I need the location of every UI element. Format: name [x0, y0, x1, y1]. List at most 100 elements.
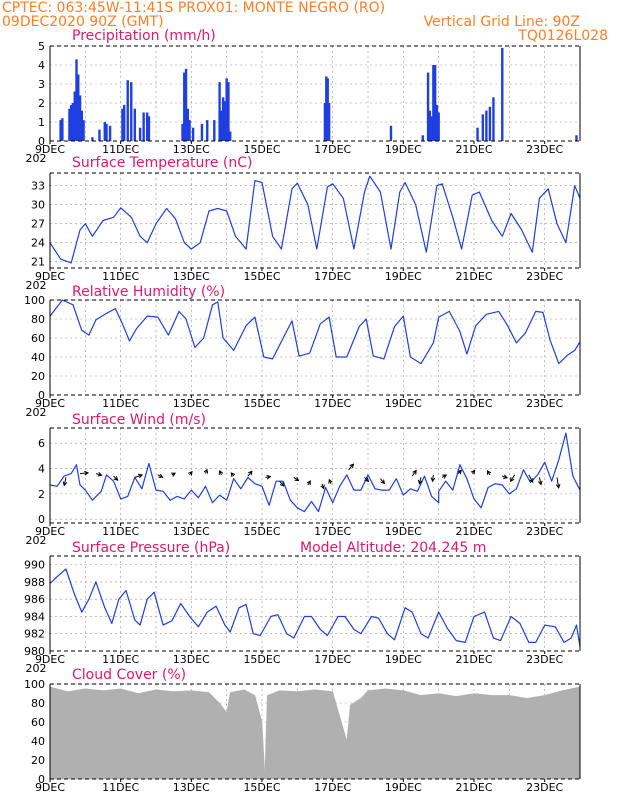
temp-ytick-label: 21 [31, 256, 45, 269]
pres-panel: 980 982 984 986 988 990 9DEC 11DEC 13DEC 15DEC 17D… [24, 555, 581, 675]
cloud-ytick-label: 80 [31, 697, 45, 710]
precip-bar [488, 106, 492, 141]
precip-bar [80, 110, 83, 141]
rh-ytick-label: 80 [31, 313, 45, 326]
cloud-ytick-label: 20 [31, 754, 45, 767]
temp-ytick-label: 33 [31, 180, 45, 193]
precip-ytick-label: 1 [38, 116, 45, 129]
wind-arrowhead [457, 469, 463, 475]
wind-ytick-label: 6 [38, 437, 45, 450]
precip-xtick-label: 17DEC [314, 143, 351, 156]
wind-title: Surface Wind (m/s) [72, 412, 206, 428]
wind-arrowhead [294, 476, 300, 482]
pres-xtick-label: 21DEC [455, 653, 492, 666]
temp-xtick-label: 17DEC [314, 270, 351, 283]
wind-arrowhead [364, 477, 370, 483]
temp-ytick-label: 30 [31, 199, 45, 212]
precip-xtick-label: 19DEC [385, 143, 422, 156]
precip-bar [78, 95, 82, 141]
precip-bar [428, 110, 432, 141]
precip-bar [218, 82, 221, 141]
pres-ytick-label: 984 [24, 610, 45, 623]
rh-ytick-label: 60 [31, 332, 45, 345]
precip-bar [223, 101, 227, 141]
precip-bar [227, 82, 230, 141]
pres-xtick-label: 17DEC [314, 653, 351, 666]
wind-xtick-label: 15DEC [243, 525, 280, 538]
precip-xtick-label: 9DEC [35, 143, 65, 156]
precip-xtick-label: 11DEC [102, 143, 139, 156]
precip-bar [121, 108, 124, 141]
pres-xtick-label: 19DEC [385, 653, 422, 666]
precip-bar [73, 91, 76, 141]
pres-title: Surface Pressure (hPa) [72, 540, 231, 556]
cloud-xtick-label: 23DEC [526, 781, 563, 794]
pres-ytick-label: 982 [24, 628, 45, 641]
wind-arrowhead [84, 470, 90, 476]
wind-arrowhead [158, 473, 164, 478]
wind-arrowhead [137, 473, 143, 479]
precip-bar [326, 78, 329, 141]
precip-bar [142, 112, 145, 141]
precip-bar [327, 103, 331, 141]
precip-bar [61, 118, 64, 141]
temp-xtick-label: 9DEC [35, 270, 65, 283]
rh-xtick-label: 11DEC [102, 397, 139, 410]
wind-xtick-label: 9DEC [35, 525, 65, 538]
precip-bar [221, 97, 225, 141]
rh-year-label: 202 [26, 406, 47, 419]
precip-bar [213, 120, 216, 141]
wind-arrowhead [328, 478, 333, 484]
wind-arrowhead [203, 468, 209, 474]
precip-bar [188, 120, 191, 141]
rh-ytick-label: 20 [31, 370, 45, 383]
wind-arrow [528, 474, 534, 483]
temp-xtick-label: 21DEC [455, 270, 492, 283]
wind-arrow [63, 477, 67, 486]
wind-ytick-label: 2 [38, 488, 45, 501]
precip-bar [501, 47, 504, 141]
cloud-xtick-label: 13DEC [173, 781, 210, 794]
cloud-ytick-label: 100 [24, 678, 45, 691]
wind-arrow [418, 477, 422, 484]
precip-panel: 0 1 2 3 4 5 9DEC 11DEC 13DEC 15DEC 17DEC 19DEC 21DEC… [26, 40, 581, 165]
precip-bar [476, 127, 479, 141]
wind-arrowhead [230, 472, 236, 477]
precip-xtick-label: 21DEC [455, 143, 492, 156]
temp-title: Surface Temperature (nC) [72, 155, 253, 171]
precip-bar [323, 103, 327, 141]
wind-arrow [556, 477, 560, 488]
wind-line [49, 432, 581, 513]
wind-arrowhead [188, 470, 193, 476]
precip-year-label: 202 [26, 152, 47, 165]
model-altitude-label: Model Altitude: 204.245 m [300, 540, 487, 556]
pres-xtick-label: 15DEC [243, 653, 280, 666]
precip-xtick-label: 13DEC [173, 143, 210, 156]
precip-ytick-label: 5 [38, 40, 45, 53]
cloud-xtick-label: 15DEC [243, 781, 280, 794]
precip-bar [105, 123, 108, 141]
wind-arrowhead [218, 469, 224, 475]
cloud-ytick-label: 40 [31, 735, 45, 748]
rh-xtick-label: 21DEC [455, 397, 492, 410]
precip-bar [130, 82, 133, 141]
wind-xtick-label: 17DEC [314, 525, 351, 538]
temp-xtick-label: 13DEC [173, 270, 210, 283]
precip-bar [77, 74, 80, 141]
wind-arrowhead [171, 472, 177, 477]
temp-xtick-label: 15DEC [243, 270, 280, 283]
precip-bar [389, 125, 393, 141]
temp-year-label: 202 [26, 279, 47, 292]
wind-arrow [432, 474, 434, 482]
rh-ytick-label: 100 [24, 294, 45, 307]
precip-bar [103, 122, 106, 141]
rh-line [49, 299, 581, 365]
wind-arrowhead [97, 472, 103, 477]
precip-bar [75, 59, 78, 141]
temp-xtick-label: 23DEC [526, 270, 563, 283]
temp-xtick-label: 19DEC [385, 270, 422, 283]
rh-xtick-label: 15DEC [243, 397, 280, 410]
rh-title: Relative Humidity (%) [72, 284, 226, 300]
precip-bar [147, 116, 151, 141]
cloud-ytick-label: 60 [31, 716, 45, 729]
